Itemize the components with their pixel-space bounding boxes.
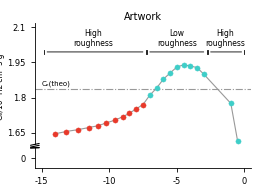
Point [201, 73, 206, 76]
Point [161, 78, 165, 81]
Point [154, 87, 159, 90]
Text: Cₑ(theo): Cₑ(theo) [42, 81, 71, 87]
Point [175, 66, 179, 69]
Text: High
roughness: High roughness [206, 29, 245, 48]
Point [134, 107, 138, 110]
Point [148, 94, 152, 97]
Point [87, 126, 91, 129]
Point [121, 115, 125, 118]
Text: Low
roughness: Low roughness [157, 29, 197, 48]
Point [188, 64, 193, 67]
Y-axis label: Cₑ/10⁸ Hz cm² s g⁻¹: Cₑ/10⁸ Hz cm² s g⁻¹ [0, 47, 4, 120]
Point [229, 102, 233, 105]
Point [53, 132, 57, 135]
Text: High
roughness: High roughness [73, 29, 113, 48]
Point [168, 71, 172, 74]
Point [104, 121, 109, 124]
Point [96, 124, 101, 127]
Point [64, 130, 68, 133]
Point [195, 66, 199, 69]
Point [127, 112, 132, 115]
Point [141, 103, 145, 106]
Point [76, 128, 80, 131]
Point [112, 119, 117, 122]
Point [235, 139, 240, 142]
Title: Artwork: Artwork [124, 12, 162, 22]
Point [181, 63, 186, 66]
